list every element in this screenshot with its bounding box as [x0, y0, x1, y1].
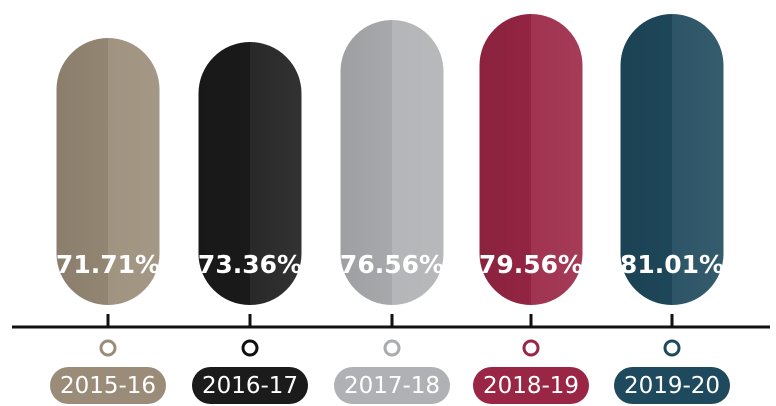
marker-2019-20 — [663, 339, 681, 357]
bars-group: 71.71% 73.36% 76.56% 79.56% 81.01% — [56, 14, 724, 305]
bar-shine-2017-18 — [340, 20, 444, 305]
markers-group — [99, 339, 681, 357]
tick-label-2018-19: 2018-19 — [483, 373, 579, 399]
bar-shine-2015-16 — [56, 38, 160, 305]
data-label-2015-16: 71.71% — [56, 250, 160, 279]
ticks-group — [106, 314, 674, 327]
tick-label-2019-20: 2019-20 — [624, 373, 720, 399]
tick-label-2017-18: 2017-18 — [344, 373, 440, 399]
marker-2015-16 — [99, 339, 117, 357]
category-pills-group: 2015-16 2016-17 2017-18 2018-19 2019-20 — [50, 367, 730, 404]
data-label-2018-19: 79.56% — [479, 250, 583, 279]
category-pill-2019-20 — [614, 367, 730, 404]
marker-2018-19 — [522, 339, 540, 357]
bar-shine-2019-20 — [620, 14, 724, 305]
bar-shine-2018-19 — [479, 14, 583, 305]
marker-2016-17 — [241, 339, 259, 357]
data-label-2017-18: 76.56% — [340, 250, 444, 279]
category-pill-2017-18 — [334, 367, 450, 404]
bar-shine-2016-17 — [198, 42, 302, 305]
tick-label-2016-17: 2016-17 — [202, 373, 298, 399]
marker-2017-18 — [383, 339, 401, 357]
tick-label-2015-16: 2015-16 — [60, 373, 156, 399]
data-label-2019-20: 81.01% — [620, 250, 724, 279]
category-pill-2018-19 — [473, 367, 589, 404]
data-label-2016-17: 73.36% — [198, 250, 302, 279]
category-pill-2015-16 — [50, 367, 166, 404]
category-pill-2016-17 — [192, 367, 308, 404]
